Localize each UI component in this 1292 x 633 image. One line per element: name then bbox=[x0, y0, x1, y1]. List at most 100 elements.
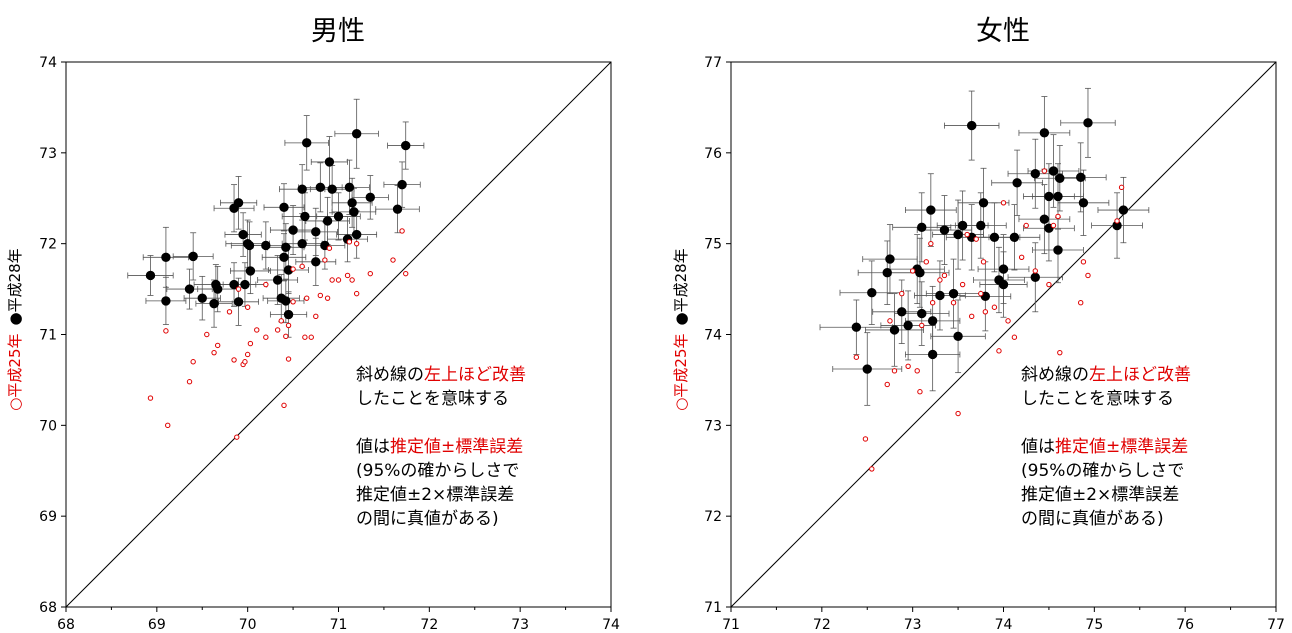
data-point-h28 bbox=[851, 322, 862, 332]
data-point-h25 bbox=[969, 313, 975, 320]
data-point-h25 bbox=[853, 354, 860, 360]
data-point-h25 bbox=[950, 300, 957, 306]
y-tick-label: 68 bbox=[39, 600, 57, 616]
data-point-h28 bbox=[953, 229, 963, 240]
data-point-h28 bbox=[279, 202, 289, 213]
data-point-h25 bbox=[326, 245, 333, 251]
data-point-h28 bbox=[209, 298, 219, 309]
annotation-line: 推定値±2×標準誤差 bbox=[1021, 485, 1179, 505]
data-point-h28 bbox=[953, 331, 963, 342]
data-point-h28 bbox=[281, 296, 291, 306]
data-point-h25 bbox=[204, 331, 210, 338]
data-point-h25 bbox=[344, 272, 351, 279]
data-point-h25 bbox=[244, 351, 251, 358]
data-point-h25 bbox=[214, 342, 221, 349]
x-tick-label: 76 bbox=[1176, 617, 1194, 633]
diagonal-line bbox=[65, 61, 612, 608]
data-point-h28 bbox=[862, 364, 872, 374]
data-point-h28 bbox=[967, 120, 977, 131]
y-tick-label: 70 bbox=[39, 418, 57, 434]
data-point-h25 bbox=[1085, 272, 1091, 279]
diagonal-line bbox=[730, 61, 1277, 608]
x-tick-label: 70 bbox=[239, 617, 257, 633]
data-point-h25 bbox=[1118, 184, 1125, 191]
data-point-h25 bbox=[254, 327, 260, 333]
data-point-h25 bbox=[1041, 168, 1048, 174]
data-point-h25 bbox=[991, 304, 998, 310]
data-point-h28 bbox=[272, 275, 283, 285]
data-point-h25 bbox=[964, 231, 970, 238]
data-point-h25 bbox=[367, 270, 373, 277]
data-point-h28 bbox=[197, 293, 207, 303]
data-point-h28 bbox=[351, 229, 362, 240]
data-point-h25 bbox=[226, 309, 233, 315]
annotation-text: 値は bbox=[1021, 437, 1055, 457]
data-point-h25 bbox=[242, 359, 248, 365]
data-point-h28 bbox=[867, 288, 877, 298]
data-point-h28 bbox=[1076, 172, 1086, 183]
data-point-h25 bbox=[905, 363, 911, 369]
data-point-h28 bbox=[300, 211, 310, 222]
data-point-h25 bbox=[234, 434, 240, 440]
x-tick-label: 69 bbox=[148, 617, 166, 633]
data-point-h28 bbox=[917, 222, 927, 233]
annotation-text: 斜め線の bbox=[1021, 365, 1089, 385]
data-point-h28 bbox=[311, 227, 321, 237]
annotation-highlight: 左上ほど改善 bbox=[1089, 365, 1191, 385]
data-point-h28 bbox=[322, 216, 333, 226]
annotation-text: したことを意味する bbox=[1021, 389, 1174, 409]
data-point-h25 bbox=[1057, 349, 1063, 356]
data-point-h25 bbox=[308, 334, 314, 340]
data-point-h28 bbox=[917, 308, 927, 319]
series-h25 bbox=[853, 168, 1125, 472]
data-point-h28 bbox=[240, 279, 250, 290]
data-point-h25 bbox=[973, 236, 979, 242]
data-point-h25 bbox=[869, 466, 875, 472]
data-point-h25 bbox=[914, 368, 920, 374]
data-point-h25 bbox=[923, 259, 929, 265]
y-axis-label: ○平成25年 ●平成28年 bbox=[6, 248, 24, 410]
data-point-h28 bbox=[939, 225, 950, 235]
chart-title: 男性 bbox=[311, 16, 365, 47]
data-point-h25 bbox=[978, 290, 984, 297]
data-point-h28 bbox=[978, 198, 989, 208]
annotation-line: (95%の確からしさで bbox=[1021, 461, 1184, 481]
data-point-h28 bbox=[297, 184, 307, 194]
data-point-h28 bbox=[244, 240, 255, 251]
data-point-h25 bbox=[186, 379, 193, 385]
data-point-h28 bbox=[935, 290, 945, 301]
data-point-h25 bbox=[263, 334, 269, 340]
data-point-h28 bbox=[184, 284, 195, 294]
data-point-h25 bbox=[190, 359, 196, 365]
data-point-h25 bbox=[996, 348, 1002, 354]
annotation-line: 斜め線の左上ほど改善 bbox=[356, 365, 526, 385]
data-point-h25 bbox=[353, 240, 360, 247]
data-point-h25 bbox=[231, 357, 237, 363]
y-tick-label: 71 bbox=[704, 600, 722, 616]
data-point-h25 bbox=[1023, 222, 1029, 229]
y-tick-label: 77 bbox=[704, 55, 722, 71]
data-point-h28 bbox=[1048, 166, 1059, 176]
data-point-h28 bbox=[302, 138, 312, 148]
series-h25 bbox=[147, 228, 409, 440]
data-point-h28 bbox=[915, 268, 925, 278]
data-point-h25 bbox=[322, 257, 328, 263]
data-point-h25 bbox=[909, 268, 916, 274]
data-point-h28 bbox=[1055, 173, 1065, 183]
y-tick-label: 74 bbox=[39, 55, 57, 71]
data-point-h25 bbox=[304, 295, 310, 301]
data-point-h25 bbox=[211, 349, 217, 356]
data-point-h25 bbox=[1078, 300, 1084, 306]
data-point-h25 bbox=[1055, 213, 1061, 220]
data-point-h28 bbox=[281, 242, 291, 253]
data-point-h28 bbox=[297, 238, 307, 249]
data-point-h25 bbox=[884, 381, 890, 388]
data-point-h28 bbox=[1053, 245, 1063, 255]
data-point-h25 bbox=[247, 340, 254, 347]
data-point-h25 bbox=[955, 410, 961, 417]
data-point-h28 bbox=[349, 207, 359, 217]
data-point-h28 bbox=[279, 252, 289, 262]
y-tick-label: 73 bbox=[704, 418, 722, 434]
